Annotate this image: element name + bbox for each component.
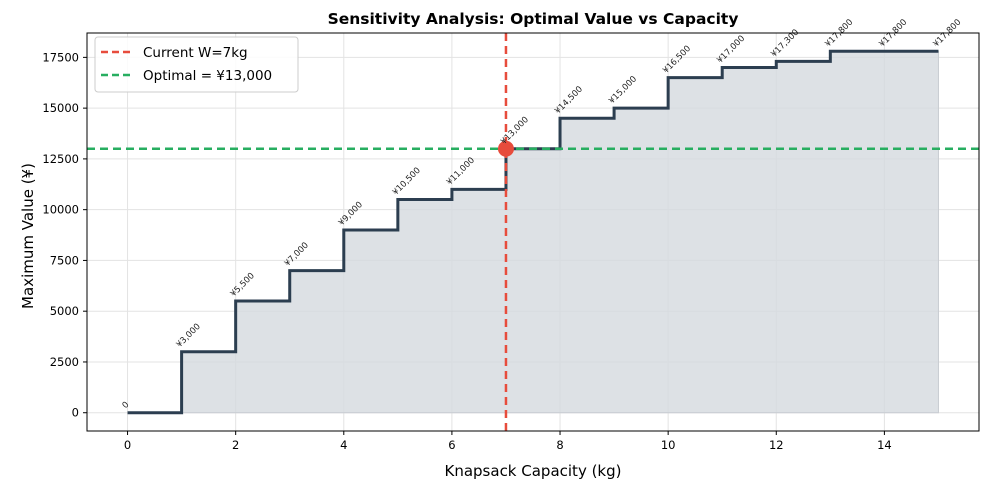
- point-value-label: ¥17,300: [769, 28, 801, 60]
- y-tick-label: 10000: [42, 203, 79, 217]
- x-axis-label: Knapsack Capacity (kg): [445, 462, 622, 480]
- x-tick-label: 12: [769, 438, 784, 452]
- x-tick-label: 10: [661, 438, 676, 452]
- point-value-label: ¥11,000: [445, 156, 477, 188]
- point-value-label: ¥3,000: [175, 322, 203, 350]
- x-tick-label: 6: [448, 438, 455, 452]
- legend-box: [94, 36, 299, 93]
- axes-frame: [86, 32, 980, 432]
- chart-title: Sensitivity Analysis: Optimal Value vs C…: [328, 10, 739, 28]
- x-tick-label: 2: [232, 438, 239, 452]
- x-tick-label: 4: [340, 438, 347, 452]
- point-value-label: ¥7,000: [283, 241, 311, 269]
- point-value-label: ¥15,000: [607, 74, 639, 106]
- x-tick-label: 0: [124, 438, 131, 452]
- point-value-label: ¥10,500: [391, 166, 423, 198]
- y-tick-label: 12500: [42, 152, 79, 166]
- y-axis-label: Maximum Value (¥): [19, 163, 37, 309]
- y-tick-label: 7500: [50, 253, 79, 267]
- x-ticks: 0 2 4 6 8 10 12 14: [124, 431, 892, 452]
- point-value-label: 0: [121, 400, 132, 411]
- point-value-label: ¥17,000: [715, 34, 747, 66]
- point-value-label: ¥14,500: [553, 84, 585, 116]
- point-value-label: ¥9,000: [337, 200, 365, 228]
- y-ticks: 0 2500 5000 7500 10000 12500 15000 17500: [42, 50, 87, 420]
- point-value-label: ¥16,500: [661, 44, 693, 76]
- legend-label-current: Current W=7kg: [143, 45, 248, 61]
- legend: Current W=7kg Optimal = ¥13,000: [94, 36, 299, 93]
- point-value-label: ¥13,000: [499, 115, 531, 147]
- legend-label-optimal: Optimal = ¥13,000: [143, 68, 272, 84]
- y-tick-label: 2500: [50, 355, 79, 369]
- y-tick-label: 5000: [50, 304, 79, 318]
- point-value-label: ¥5,500: [229, 271, 257, 299]
- x-tick-label: 14: [877, 438, 892, 452]
- y-tick-label: 0: [72, 406, 79, 420]
- y-tick-label: 15000: [42, 101, 79, 115]
- area-fill: [127, 50, 939, 414]
- y-tick-label: 17500: [42, 50, 79, 64]
- optimal-point-marker: [497, 140, 514, 157]
- x-tick-label: 8: [556, 438, 563, 452]
